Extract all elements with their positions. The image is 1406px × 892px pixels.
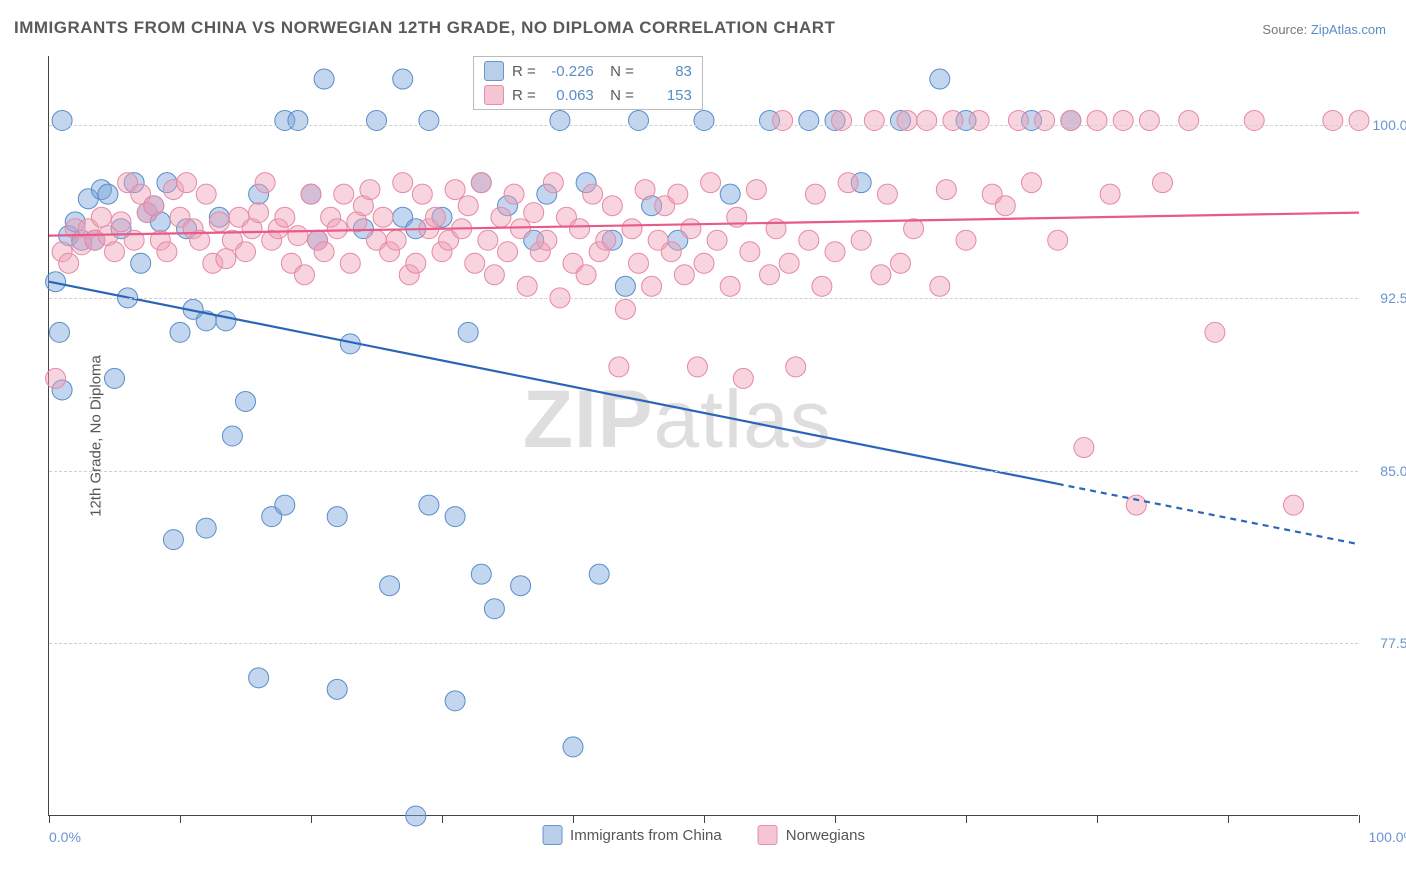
r-label: R = bbox=[512, 87, 536, 104]
n-value: 83 bbox=[642, 63, 692, 80]
trend-line bbox=[49, 213, 1359, 236]
gridline bbox=[49, 643, 1358, 644]
source-label: Source: bbox=[1262, 22, 1307, 37]
x-tick bbox=[1228, 815, 1229, 823]
r-value: -0.226 bbox=[544, 63, 594, 80]
gridline bbox=[49, 298, 1358, 299]
trend-layer bbox=[49, 56, 1358, 815]
x-tick bbox=[966, 815, 967, 823]
stats-row-1: R = 0.063 N = 153 bbox=[474, 83, 702, 107]
y-tick-label: 85.0% bbox=[1364, 463, 1406, 479]
r-label: R = bbox=[512, 63, 536, 80]
x-tick bbox=[311, 815, 312, 823]
plot-area: 12th Grade, No Diploma ZIPatlas R = -0.2… bbox=[48, 56, 1358, 816]
swatch-icon bbox=[484, 85, 504, 105]
stats-row-0: R = -0.226 N = 83 bbox=[474, 59, 702, 83]
legend-item-1: Norwegians bbox=[758, 825, 865, 845]
x-tick bbox=[180, 815, 181, 823]
x-tick bbox=[49, 815, 50, 823]
y-tick-label: 100.0% bbox=[1364, 117, 1406, 133]
swatch-icon bbox=[484, 61, 504, 81]
chart-title: IMMIGRANTS FROM CHINA VS NORWEGIAN 12TH … bbox=[14, 18, 835, 38]
r-value: 0.063 bbox=[544, 87, 594, 104]
gridline bbox=[49, 125, 1358, 126]
gridline bbox=[49, 471, 1358, 472]
n-label: N = bbox=[602, 87, 634, 104]
legend-item-0: Immigrants from China bbox=[542, 825, 722, 845]
x-tick bbox=[442, 815, 443, 823]
y-tick-label: 92.5% bbox=[1364, 290, 1406, 306]
legend-label: Norwegians bbox=[786, 827, 865, 844]
x-tick bbox=[573, 815, 574, 823]
source-link[interactable]: ZipAtlas.com bbox=[1311, 22, 1386, 37]
x-tick bbox=[1097, 815, 1098, 823]
x-axis-max-label: 100.0% bbox=[1369, 829, 1406, 845]
trend-line bbox=[49, 282, 1058, 484]
legend-label: Immigrants from China bbox=[570, 827, 722, 844]
x-tick bbox=[704, 815, 705, 823]
source-citation: Source: ZipAtlas.com bbox=[1262, 22, 1386, 37]
y-tick-label: 77.5% bbox=[1364, 635, 1406, 651]
bottom-legend: Immigrants from China Norwegians bbox=[542, 825, 865, 845]
legend-swatch-icon bbox=[758, 825, 778, 845]
n-value: 153 bbox=[642, 87, 692, 104]
x-tick bbox=[835, 815, 836, 823]
legend-swatch-icon bbox=[542, 825, 562, 845]
trend-line-dashed bbox=[1058, 484, 1359, 544]
n-label: N = bbox=[602, 63, 634, 80]
stats-box: R = -0.226 N = 83 R = 0.063 N = 153 bbox=[473, 56, 703, 110]
x-axis-min-label: 0.0% bbox=[49, 829, 81, 845]
x-tick bbox=[1359, 815, 1360, 823]
